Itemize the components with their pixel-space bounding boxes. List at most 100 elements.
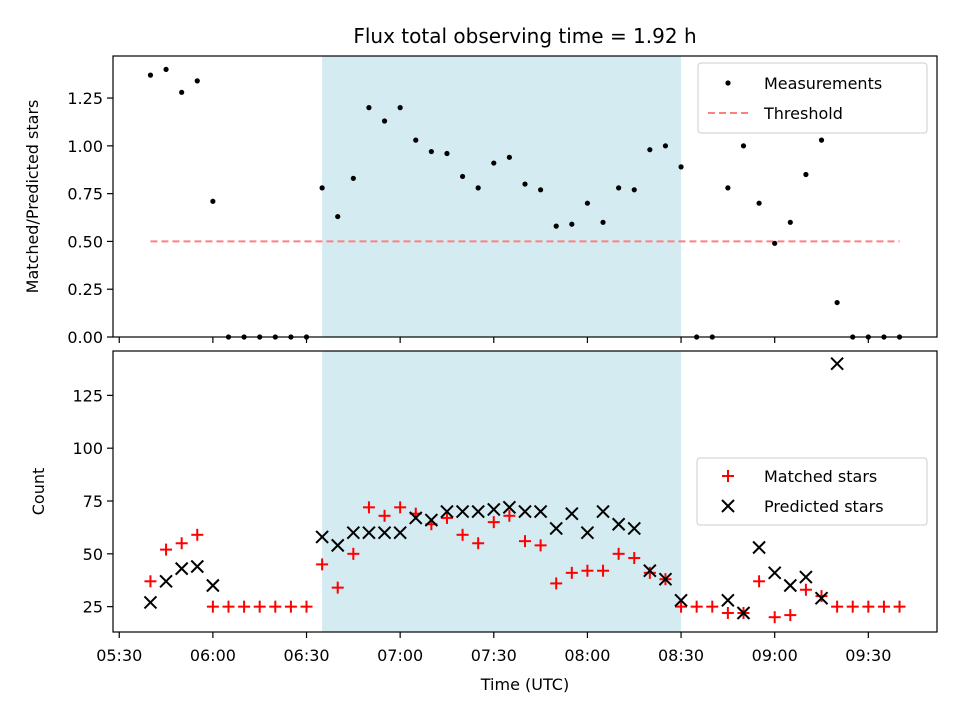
predicted-star-point (767, 566, 782, 580)
top-panel: 0.00 0.25 0.50 0.75 1.00 1.25 Matched/Predict… (23, 55, 938, 347)
y-tick-label: 75 (83, 492, 103, 511)
measurement-point (803, 171, 809, 178)
matched-star-point (175, 537, 188, 550)
matched-star-point (612, 547, 625, 560)
matched-star-point (565, 566, 578, 579)
matched-star-point (362, 501, 375, 514)
predicted-star-point (174, 561, 189, 576)
predicted-star-point (830, 356, 844, 371)
matched-star-point (394, 501, 407, 514)
measurement-point (787, 219, 793, 225)
matched-star-point (456, 528, 469, 541)
observing-window-shade-bottom (322, 351, 682, 632)
measurement-point (413, 137, 419, 143)
predicted-star-point (736, 606, 751, 620)
predicted-star-point (440, 504, 454, 519)
matched-star-point (799, 583, 812, 596)
matched-star-point (519, 535, 531, 548)
x-axis-label: Time (UTC) (480, 675, 569, 694)
measurement-points (147, 66, 903, 340)
measurement-point (647, 147, 653, 153)
matched-star-point (768, 611, 781, 624)
predicted-star-point (565, 506, 579, 521)
matched-star-point (643, 566, 656, 579)
matched-star-point (253, 600, 266, 613)
measurement-point (631, 187, 637, 193)
matched-star-point (222, 600, 235, 613)
measurement-point (569, 221, 575, 227)
measurement-point (163, 66, 169, 72)
matched-star-point (503, 509, 516, 522)
top-x-ticks (118, 337, 869, 343)
matched-star-point (534, 539, 547, 552)
measurement-point (491, 160, 497, 166)
matched-star-point (300, 600, 313, 613)
measurement-point (616, 185, 622, 191)
predicted-star-point (549, 521, 563, 536)
matched-star-point (753, 575, 766, 588)
matched-star-point (144, 575, 157, 588)
predicted-star-point (814, 591, 829, 605)
measurement-point (506, 154, 512, 160)
bottom-legend: Matched stars Predicted stars (696, 457, 928, 526)
matched-star-point (284, 600, 297, 613)
matched-star-point (675, 600, 688, 613)
measurement-point (538, 187, 544, 193)
predicted-stars-points (143, 356, 844, 620)
predicted-star-point (487, 502, 501, 517)
matched-star-point (893, 600, 906, 613)
predicted-star-point (580, 525, 595, 540)
top-plot-frame (112, 55, 938, 338)
chart-title: Flux total observing time = 1.92 h (353, 24, 696, 48)
predicted-star-point (752, 540, 766, 555)
measurement-point (194, 78, 200, 84)
predicted-star-point (159, 574, 173, 589)
measurement-point (444, 150, 450, 157)
matched-star-point (846, 600, 859, 613)
predicted-star-point (409, 511, 423, 525)
predicted-star-point (721, 593, 735, 608)
x-tick-label: 08:00 (564, 646, 610, 665)
measurement-point (428, 148, 434, 155)
matched-stars-points (144, 501, 906, 624)
predicted-star-point (643, 564, 657, 578)
matched-star-point (784, 609, 797, 622)
top-y-axis-label: Matched/Predicted stars (23, 100, 42, 294)
y-tick-label: 1.25 (67, 89, 103, 108)
predicted-star-point (377, 525, 392, 540)
top-y-ticks: 0.00 0.25 0.50 0.75 1.00 1.25 (67, 89, 113, 347)
measurement-point (740, 143, 747, 149)
bottom-panel: 25 50 75 100 125 05:30 06:00 06:30 07:00 07:30 08… (29, 350, 938, 694)
matched-star-point (269, 600, 282, 613)
x-tick-label: 08:30 (658, 646, 704, 665)
matched-star-point (440, 511, 453, 524)
matched-star-point (628, 552, 641, 565)
matched-star-point (721, 606, 734, 619)
x-tick-label: 09:30 (845, 646, 891, 665)
predicted-star-point (658, 572, 673, 586)
measurement-point (319, 185, 325, 191)
matched-star-point (238, 600, 251, 613)
y-tick-label: 100 (72, 439, 103, 458)
predicted-star-point (611, 517, 626, 531)
y-tick-label: 0.00 (67, 328, 103, 347)
predicted-star-point (346, 525, 361, 540)
y-tick-label: 0.25 (67, 280, 103, 299)
predicted-star-point (190, 559, 204, 574)
measurement-point (522, 181, 528, 187)
matched-star-point (550, 577, 563, 590)
measurement-point (381, 118, 388, 124)
legend-matched-marker (722, 470, 734, 482)
predicted-star-point (315, 530, 329, 544)
measurement-point (147, 72, 154, 78)
measurement-point (366, 105, 372, 111)
measurement-point (179, 89, 185, 95)
measurement-point (459, 173, 466, 180)
predicted-star-point (331, 538, 345, 553)
matched-star-point (862, 600, 875, 613)
predicted-star-point (471, 504, 485, 519)
matched-star-point (206, 600, 219, 613)
matched-star-point (331, 581, 344, 594)
predicted-star-point (393, 525, 407, 540)
matched-star-point (581, 564, 594, 577)
